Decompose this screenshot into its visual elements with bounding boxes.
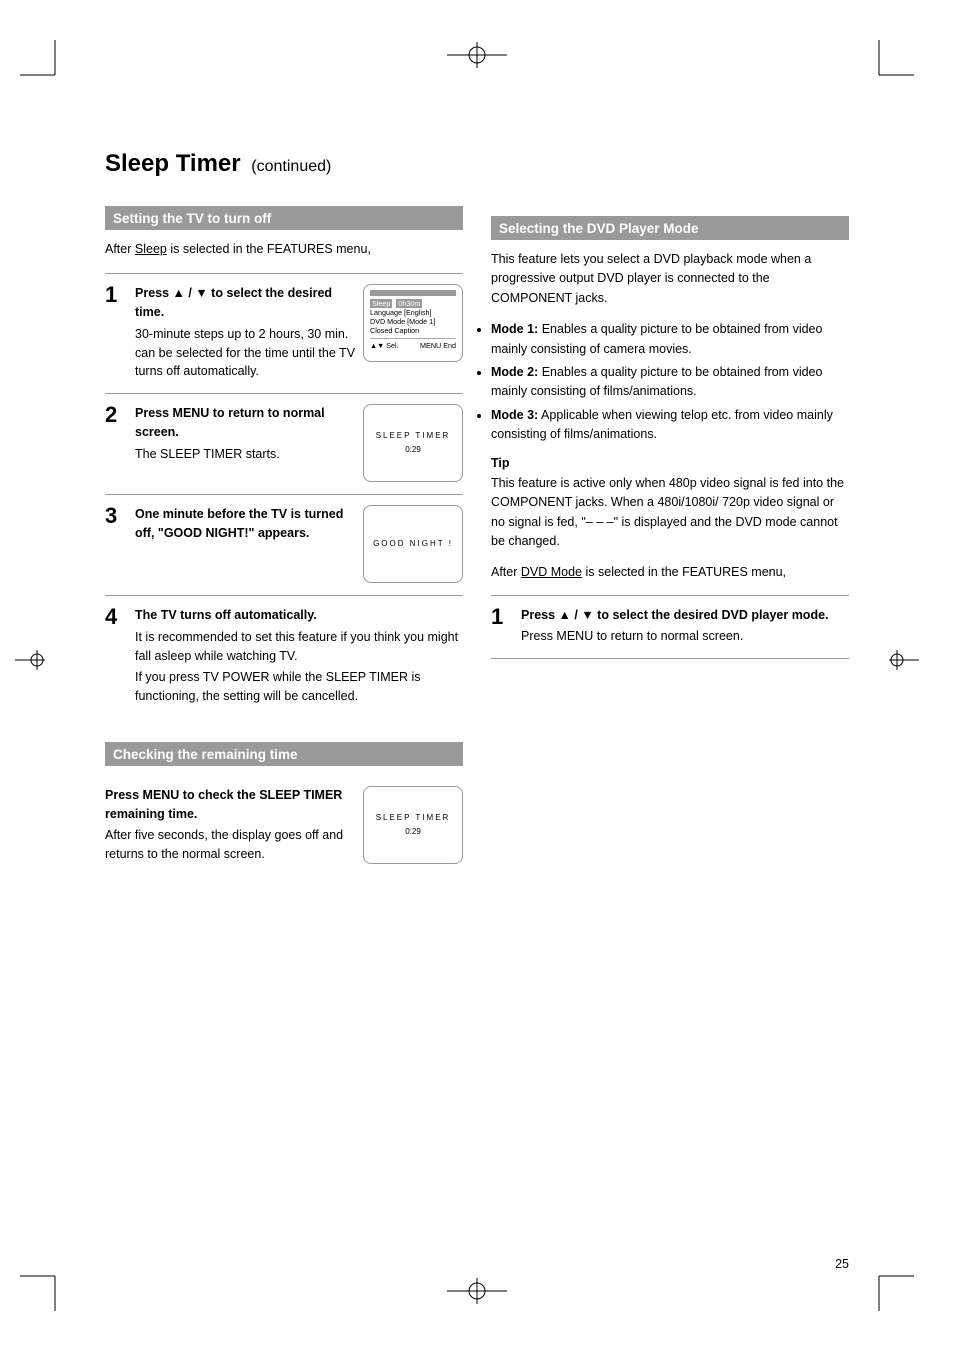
step-number: 2 bbox=[105, 404, 129, 482]
osd-screen-sleeptimer-check: SLEEP TIMER 0:29 bbox=[363, 786, 463, 864]
osd-screen-sleep-menu: Sleep 0h30m Language [English] DVD Mode … bbox=[363, 284, 463, 362]
dvd-mode-2: Mode 2: Enables a quality picture to be … bbox=[491, 363, 849, 402]
step-number: 3 bbox=[105, 505, 129, 583]
crop-mark-ml bbox=[15, 640, 55, 680]
heading-subtitle: (continued) bbox=[251, 158, 331, 175]
step-1-main: Press ▲ / ▼ to select the desired time. bbox=[135, 284, 357, 322]
step-2-note: The SLEEP TIMER starts. bbox=[135, 445, 357, 464]
section-bar-checking: Checking the remaining time bbox=[105, 742, 463, 766]
step-4-note-1: It is recommended to set this feature if… bbox=[135, 628, 463, 666]
dvd-tip: Tip This feature is active only when 480… bbox=[491, 454, 849, 551]
arrow-up-down-icon: ▲ / ▼ bbox=[559, 608, 594, 622]
step-4-note-2: If you press TV POWER while the SLEEP TI… bbox=[135, 668, 463, 706]
checking-main: Press MENU to check the SLEEP TIMER rema… bbox=[105, 786, 357, 824]
arrow-up-down-icon: ▲ / ▼ bbox=[173, 286, 208, 300]
page-number: 25 bbox=[835, 1257, 849, 1271]
section-bar-turn-off: Setting the TV to turn off bbox=[105, 206, 463, 230]
dvd-modes-list: Mode 1: Enables a quality picture to be … bbox=[491, 320, 849, 444]
registration-mark-bottom bbox=[447, 1276, 507, 1311]
step-1-note: 30-minute steps up to 2 hours, 30 min. c… bbox=[135, 325, 357, 381]
intro-link-sleep: Sleep bbox=[135, 242, 167, 256]
crop-mark-br bbox=[864, 1261, 914, 1311]
crop-mark-tl bbox=[20, 40, 70, 90]
section-bar-dvd: Selecting the DVD Player Mode bbox=[491, 216, 849, 240]
dvd-step-main: Press ▲ / ▼ to select the desired DVD pl… bbox=[521, 606, 849, 625]
crop-mark-tr bbox=[864, 40, 914, 90]
step-4-main: The TV turns off automatically. bbox=[135, 606, 463, 625]
step-number: 4 bbox=[105, 606, 129, 706]
dvd-mode-1: Mode 1: Enables a quality picture to be … bbox=[491, 320, 849, 359]
step-number: 1 bbox=[105, 284, 129, 381]
dvd-mode-link: DVD Mode bbox=[521, 565, 582, 579]
osd-screen-sleeptimer: SLEEP TIMER 0:29 bbox=[363, 404, 463, 482]
checking-note: After five seconds, the display goes off… bbox=[105, 826, 357, 864]
step-1: 1 Press ▲ / ▼ to select the desired time… bbox=[105, 274, 463, 393]
right-column: Selecting the DVD Player Mode This featu… bbox=[491, 206, 849, 876]
step-rule bbox=[491, 658, 849, 659]
page-heading: Sleep Timer (continued) bbox=[105, 150, 849, 178]
left-column: Setting the TV to turn off After Sleep i… bbox=[105, 206, 463, 876]
dvd-intro: This feature lets you select a DVD playb… bbox=[491, 250, 849, 308]
page-content: Sleep Timer (continued) Setting the TV t… bbox=[105, 150, 849, 1221]
heading-title: Sleep Timer bbox=[105, 150, 241, 177]
step-3-main: One minute before the TV is turned off, … bbox=[135, 505, 357, 543]
osd-screen-goodnight: GOOD NIGHT ! bbox=[363, 505, 463, 583]
checking-step: Press MENU to check the SLEEP TIMER rema… bbox=[105, 776, 463, 876]
dvd-mode-3: Mode 3: Applicable when viewing telop et… bbox=[491, 406, 849, 445]
dvd-after-selected: After DVD Mode is selected in the FEATUR… bbox=[491, 563, 849, 582]
registration-mark-top bbox=[447, 40, 507, 75]
section1-intro: After Sleep is selected in the FEATURES … bbox=[105, 240, 463, 259]
step-4: 4 The TV turns off automatically. It is … bbox=[105, 596, 463, 718]
dvd-step-1: 1 Press ▲ / ▼ to select the desired DVD … bbox=[491, 596, 849, 659]
crop-mark-bl bbox=[20, 1261, 70, 1311]
crop-mark-mr bbox=[879, 640, 919, 680]
step-number: 1 bbox=[491, 606, 515, 647]
step-3: 3 One minute before the TV is turned off… bbox=[105, 495, 463, 595]
step-2-main: Press MENU to return to normal screen. bbox=[135, 404, 357, 442]
step-2: 2 Press MENU to return to normal screen.… bbox=[105, 394, 463, 494]
dvd-step-note: Press MENU to return to normal screen. bbox=[521, 627, 849, 646]
